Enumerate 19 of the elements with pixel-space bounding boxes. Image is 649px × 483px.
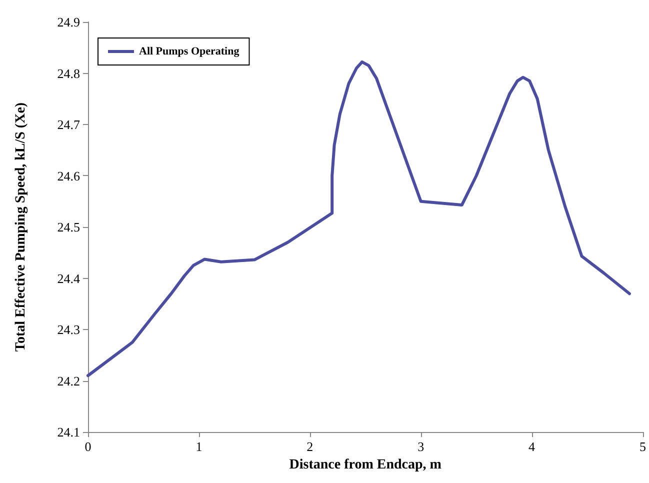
y-tick-label: 24.2 bbox=[57, 373, 80, 388]
y-tick-label: 24.6 bbox=[57, 168, 80, 184]
x-tick-label: 5 bbox=[640, 439, 646, 454]
y-tick-label: 24.7 bbox=[57, 117, 80, 132]
y-tick-label: 24.4 bbox=[57, 270, 80, 286]
y-tick-label: 24.5 bbox=[57, 220, 80, 234]
x-tick-label: 4 bbox=[528, 439, 536, 454]
y-axis-title: Total Effective Pumping Speed, kL/S (Xe) bbox=[14, 102, 28, 352]
y-tick-label: 24.3 bbox=[57, 322, 80, 337]
y-tick-label: 24.1 bbox=[57, 424, 80, 440]
x-tick-label: 3 bbox=[418, 439, 424, 454]
y-tick-label: 24.9 bbox=[57, 14, 80, 30]
legend-label: All Pumps Operating bbox=[139, 46, 240, 58]
x-tick-label: 1 bbox=[196, 439, 202, 454]
x-axis-title: Distance from Endcap, m bbox=[289, 458, 442, 472]
y-tick-label: 24.8 bbox=[57, 66, 80, 81]
x-tick-label: 0 bbox=[84, 439, 92, 454]
x-tick-label: 2 bbox=[306, 439, 314, 454]
line-series bbox=[86, 60, 631, 378]
